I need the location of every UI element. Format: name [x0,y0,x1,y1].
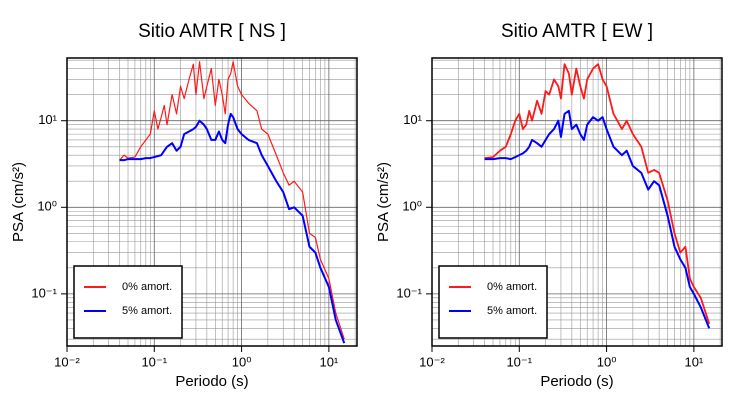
legend-label: 0% amort. [487,281,537,293]
x-tick-label: 10¹ [684,354,703,369]
y-tick-label: 10⁰ [402,199,422,214]
legend-label: 5% amort. [487,305,537,317]
x-tick-label: 10⁻¹ [141,354,167,369]
plot-frame [66,57,358,347]
data-line [119,112,346,344]
y-axis-label: PSA (cm/s²) [375,162,392,242]
y-tick-label: 10⁰ [37,199,57,214]
x-tick-label: 10⁻² [419,354,445,369]
x-tick-label: 10¹ [319,354,338,369]
y-tick-label: 10¹ [403,112,422,127]
legend-label: 5% amort. [122,305,172,317]
chart-title: Sitio AMTR [ EW ] [501,21,653,42]
y-tick-label: 10¹ [38,112,57,127]
chart-title: Sitio AMTR [ NS ] [138,21,286,42]
data-line [484,109,711,329]
x-axis-label: Periodo (s) [540,373,613,390]
plot-frame [431,57,723,347]
chart: 10⁻² 10⁻¹ 10⁰ 10¹ 10⁻¹ 10⁰ 10¹ Sitio AMTR [ EW … [375,21,723,390]
legend-label: 0% amort. [122,281,172,293]
x-axis-label: Periodo (s) [175,373,248,390]
data-line [119,61,345,340]
chart: 10⁻² 10⁻¹ 10⁰ 10¹ 10⁻¹ 10⁰ 10¹ Sitio AMTR [ NS … [10,21,358,390]
x-tick-label: 10⁰ [597,354,617,369]
legend-box [438,265,548,339]
data-line [484,63,711,325]
legend-box [73,265,183,339]
x-tick-label: 10⁻² [54,354,80,369]
y-tick-label: 10⁻¹ [31,285,57,300]
y-axis-label: PSA (cm/s²) [10,162,27,242]
y-tick-label: 10⁻¹ [396,285,422,300]
x-tick-label: 10⁻¹ [506,354,532,369]
x-tick-label: 10⁰ [232,354,252,369]
